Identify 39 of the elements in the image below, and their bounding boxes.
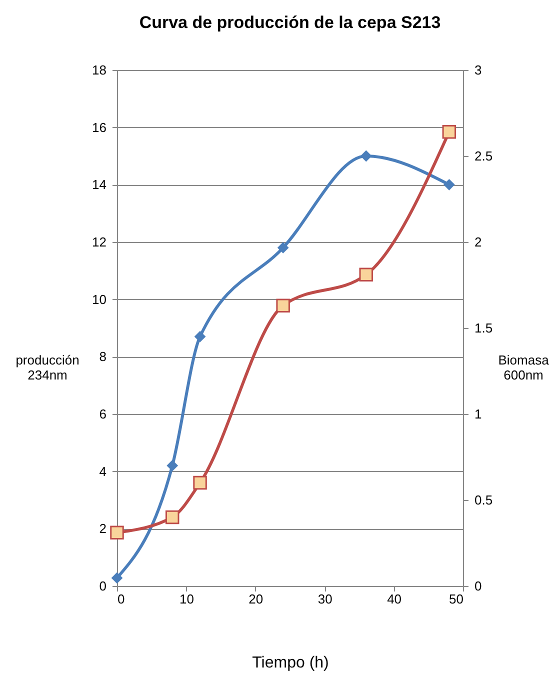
point <box>110 526 124 540</box>
point <box>111 572 123 584</box>
x-tick-label: 50 <box>449 592 464 606</box>
y2-tick-label: 1 <box>474 406 482 422</box>
y-axis-title: producción 234nm <box>16 352 80 382</box>
chart-title: Curva de producción de la cepa S213 <box>139 13 441 32</box>
y-tick-label: 2 <box>99 521 106 536</box>
y2-tick-label: 0 <box>474 578 482 594</box>
x-tick-label: 0 <box>118 592 125 606</box>
point <box>165 510 180 524</box>
y2-tick-label: 1.5 <box>474 320 493 336</box>
point <box>360 150 372 162</box>
y2-tick-label: 3 <box>474 62 482 78</box>
y2-tick-label: 0.5 <box>474 492 493 508</box>
point <box>166 460 178 472</box>
point <box>442 125 456 139</box>
x-axis-title: Tiempo (h) <box>252 654 329 672</box>
y-tick-label: 12 <box>92 234 106 250</box>
point <box>276 298 290 313</box>
y-tick-label: 14 <box>92 177 106 192</box>
point <box>193 476 207 490</box>
y2-tick-label: 2 <box>474 234 482 250</box>
y-tick-label: 0 <box>99 578 106 594</box>
y-tick-label: 10 <box>92 292 106 307</box>
y-tick-label: 4 <box>99 464 106 479</box>
y-tick-label: 16 <box>92 120 106 135</box>
x-tick-label: 30 <box>318 592 332 606</box>
x-tick-label: 20 <box>248 592 264 606</box>
point <box>277 242 289 254</box>
point <box>359 268 373 282</box>
y2-tick-label: 2.5 <box>474 148 493 164</box>
y2-axis-title: Biomasa 600nm <box>498 352 550 382</box>
y-tick-label: 18 <box>92 62 106 78</box>
y-tick-label: 6 <box>99 406 106 422</box>
x-tick-label: 40 <box>387 592 402 606</box>
point <box>443 178 455 190</box>
point <box>194 330 206 342</box>
y-tick-label: 8 <box>99 349 106 364</box>
x-tick-label: 10 <box>179 592 194 606</box>
